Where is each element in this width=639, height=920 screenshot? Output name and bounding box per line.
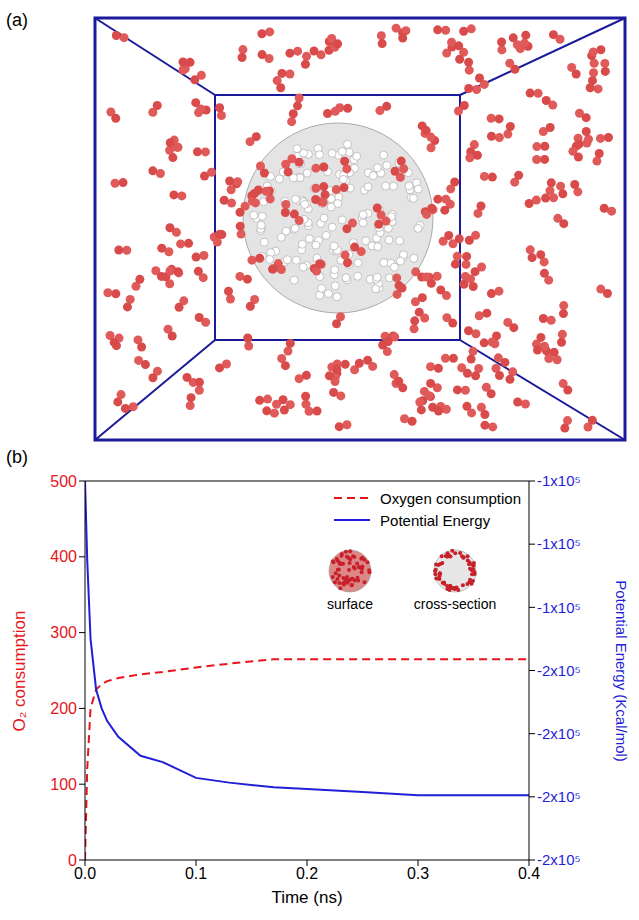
svg-text:0.4: 0.4 [517,865,541,883]
svg-text:0.0: 0.0 [74,865,96,882]
svg-text:400: 400 [50,548,77,565]
html-text:O₂ consumption: O₂ consumption [10,610,29,731]
svg-text:500: 500 [50,473,77,490]
svg-text:-2x10⁵: -2x10⁵ [537,725,581,742]
svg-text:-1x10⁵: -1x10⁵ [537,599,581,616]
svg-text:-2x10⁵: -2x10⁵ [537,788,581,805]
svg-text:300: 300 [50,624,77,641]
svg-text:-1x10⁵: -1x10⁵ [537,472,581,489]
html-text:surface: surface [327,596,373,612]
svg-text:100: 100 [50,776,77,793]
svg-text:-2x10⁵: -2x10⁵ [537,662,581,679]
html-text:Potential Energy (Kcal/mol): Potential Energy (Kcal/mol) [613,579,630,762]
svg-text:-2x10⁵: -2x10⁵ [537,851,581,868]
html-text:Time (ns): Time (ns) [271,888,343,907]
svg-text:200: 200 [50,700,77,717]
svg-text:0.1: 0.1 [185,865,207,882]
html-text:Potential Energy: Potential Energy [380,511,491,529]
html-text:cross-section: cross-section [413,596,497,612]
svg-text:-1x10⁵: -1x10⁵ [537,535,581,552]
svg-text:0.2: 0.2 [296,865,318,882]
svg-text:(a): (a) [6,10,28,30]
svg-text:0.3: 0.3 [407,865,429,882]
html-text:(b): (b) [6,447,28,467]
svg-text:0: 0 [68,852,77,869]
html-text:Oxygen consumption: Oxygen consumption [380,489,521,507]
